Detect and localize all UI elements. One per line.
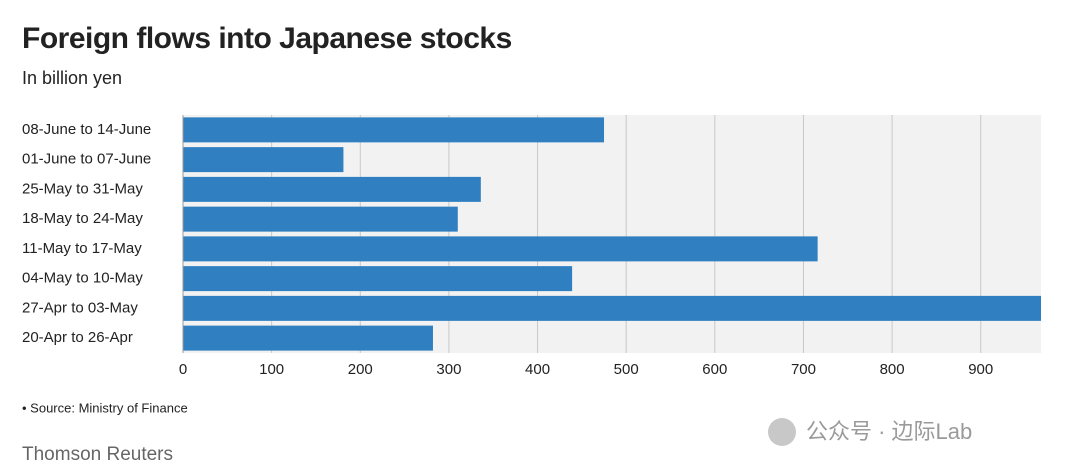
y-tick-label: 20-Apr to 26-Apr: [22, 329, 133, 346]
bar: [183, 236, 818, 262]
x-tick-label: 600: [702, 361, 727, 378]
source-note: • Source: Ministry of Finance: [22, 400, 188, 415]
x-tick-label: 300: [436, 361, 461, 378]
x-tick-label: 400: [525, 361, 550, 378]
y-tick-label: 18-May to 24-May: [22, 210, 143, 227]
y-tick-label: 04-May to 10-May: [22, 270, 143, 287]
x-tick-label: 700: [791, 361, 816, 378]
bar: [183, 117, 605, 143]
x-tick-label: 100: [259, 361, 284, 378]
x-tick-label: 200: [348, 361, 373, 378]
y-tick-label: 25-May to 31-May: [22, 180, 143, 197]
watermark: 公众号 · 边际Lab: [806, 419, 972, 444]
y-tick-label: 27-Apr to 03-May: [22, 299, 138, 316]
bar: [183, 147, 344, 173]
y-tick-label: 08-June to 14-June: [22, 121, 151, 138]
credit: Thomson Reuters: [22, 444, 173, 465]
bar: [183, 266, 573, 292]
x-tick-label: 500: [614, 361, 639, 378]
y-tick-label: 01-June to 07-June: [22, 151, 151, 168]
watermark-icon: [768, 418, 796, 446]
bar: [183, 295, 1041, 321]
bar: [183, 325, 433, 351]
chart-subtitle: In billion yen: [22, 68, 122, 88]
x-tick-label: 900: [968, 361, 993, 378]
bar: [183, 206, 458, 232]
x-tick-label: 800: [880, 361, 905, 378]
bar: [183, 176, 481, 202]
x-tick-label: 0: [179, 361, 187, 378]
chart-title: Foreign flows into Japanese stocks: [22, 22, 512, 55]
y-tick-label: 11-May to 17-May: [22, 240, 142, 257]
